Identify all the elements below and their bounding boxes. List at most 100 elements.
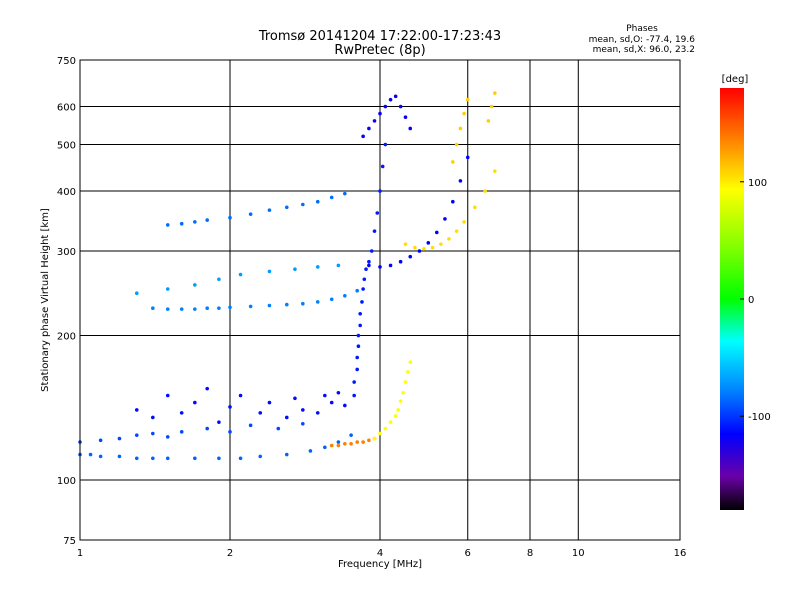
data-point-trace-12 <box>486 119 491 123</box>
data-point-trace-8 <box>193 220 197 224</box>
x-axis-label: Frequency [MHz] <box>338 559 422 570</box>
data-point-trace-11 <box>473 205 477 210</box>
x-tick-label: 8 <box>527 548 533 559</box>
data-point-trace-1 <box>228 430 232 434</box>
colorbar-tick-label: 100 <box>748 178 767 189</box>
y-tick-label: 600 <box>57 103 76 114</box>
data-point-trace-5 <box>356 344 361 349</box>
data-point-trace-8 <box>315 199 320 204</box>
data-point-trace-6 <box>193 307 197 311</box>
data-point-trace-11 <box>483 189 487 193</box>
data-point-trace-6 <box>355 288 359 293</box>
y-axis-label: Stationary phase Virtual Height [km] <box>40 208 51 392</box>
y-tick-label: 200 <box>57 332 76 343</box>
data-point-trace-4 <box>403 380 408 384</box>
data-points-layer <box>78 91 497 461</box>
data-point-trace-4 <box>396 408 400 412</box>
data-point-trace-2 <box>205 386 209 391</box>
stats-heading: Phases <box>626 24 658 34</box>
data-point-trace-10 <box>378 111 382 116</box>
data-point-trace-5 <box>352 380 356 384</box>
data-point-trace-0 <box>349 433 353 437</box>
data-point-trace-2 <box>329 400 334 405</box>
data-point-trace-0 <box>336 440 341 444</box>
data-point-trace-8 <box>284 205 289 210</box>
data-point-trace-1 <box>179 430 184 434</box>
data-point-trace-6 <box>315 300 320 304</box>
data-point-trace-8 <box>248 212 253 216</box>
data-point-trace-2 <box>267 400 272 405</box>
data-point-trace-10 <box>403 115 408 120</box>
data-point-trace-6 <box>151 306 155 311</box>
data-point-trace-9 <box>398 259 403 264</box>
data-point-trace-9 <box>367 263 371 268</box>
data-point-trace-7 <box>193 283 197 287</box>
y-tick-label: 500 <box>57 141 76 152</box>
data-point-trace-12 <box>454 142 459 147</box>
data-point-trace-10 <box>408 126 413 131</box>
data-point-trace-6 <box>343 293 347 298</box>
data-point-trace-5 <box>358 311 362 316</box>
data-point-trace-5 <box>364 267 368 271</box>
y-axis-ticks: 75 100 200 300 400 500 600 750 <box>57 56 76 547</box>
data-point-trace-2 <box>336 390 341 395</box>
data-point-trace-9 <box>434 230 439 235</box>
y-tick-label: 750 <box>57 56 76 67</box>
data-point-trace-6 <box>329 297 334 302</box>
data-point-trace-9 <box>458 179 463 183</box>
x-tick-label: 4 <box>377 548 383 559</box>
data-point-trace-6 <box>205 306 209 311</box>
data-point-trace-3 <box>336 443 341 448</box>
data-point-trace-7 <box>134 291 139 296</box>
data-point-trace-6 <box>284 302 289 307</box>
data-point-trace-1 <box>248 423 253 428</box>
data-point-trace-1 <box>134 433 139 437</box>
y-tick-label: 300 <box>57 247 76 258</box>
data-point-trace-8 <box>179 221 184 226</box>
data-point-trace-9 <box>408 254 413 259</box>
data-point-trace-7 <box>336 263 341 268</box>
data-point-trace-7 <box>165 287 170 291</box>
data-point-trace-1 <box>165 435 170 439</box>
data-point-trace-6 <box>217 306 221 311</box>
colorbar-label: [deg] <box>722 74 749 85</box>
data-point-trace-0 <box>134 456 139 461</box>
data-point-trace-4 <box>372 436 377 441</box>
data-point-trace-4 <box>393 414 398 418</box>
data-point-trace-3 <box>349 441 353 446</box>
x-tick-label: 10 <box>572 548 585 559</box>
data-point-trace-8 <box>228 215 232 220</box>
y-tick-label: 100 <box>57 476 76 487</box>
data-point-trace-1 <box>205 426 209 431</box>
data-point-trace-4 <box>401 390 405 395</box>
data-point-trace-7 <box>315 265 320 269</box>
data-point-trace-6 <box>301 301 305 306</box>
data-point-trace-4 <box>408 360 413 364</box>
data-point-trace-6 <box>267 303 272 308</box>
x-axis-ticks: 1 2 4 6 8 10 16 <box>77 548 687 559</box>
data-point-trace-10 <box>388 97 393 102</box>
data-point-trace-8 <box>205 218 209 222</box>
data-point-trace-11 <box>430 245 435 250</box>
data-point-trace-2 <box>134 408 139 412</box>
data-point-trace-7 <box>293 267 297 271</box>
data-point-trace-10 <box>398 104 403 109</box>
data-point-trace-6 <box>248 304 253 309</box>
data-point-trace-6 <box>228 305 232 310</box>
data-point-trace-2 <box>301 408 305 412</box>
data-point-trace-5 <box>378 189 382 193</box>
data-point-trace-5 <box>383 142 388 147</box>
data-point-trace-4 <box>383 426 388 431</box>
y-tick-label: 75 <box>63 536 76 547</box>
data-point-trace-2 <box>284 415 289 420</box>
chart-title: Tromsø 20141204 17:22:00-17:23:43 <box>258 29 501 44</box>
data-point-trace-4 <box>378 431 382 436</box>
data-point-trace-10 <box>367 126 371 131</box>
data-point-trace-2 <box>193 400 197 405</box>
data-point-trace-11 <box>462 220 466 224</box>
data-point-trace-2 <box>165 393 170 398</box>
data-point-trace-11 <box>413 245 417 250</box>
data-point-trace-8 <box>329 195 334 200</box>
stats-line-x: mean, sd,X: 96.0, 23.2 <box>593 45 695 55</box>
